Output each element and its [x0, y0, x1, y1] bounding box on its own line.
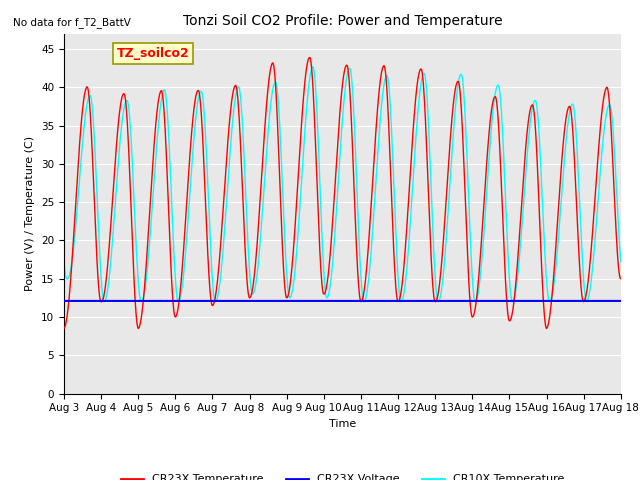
Legend: CR23X Temperature, CR23X Voltage, CR10X Temperature: CR23X Temperature, CR23X Voltage, CR10X …: [116, 470, 568, 480]
X-axis label: Time: Time: [329, 419, 356, 429]
Text: TZ_soilco2: TZ_soilco2: [117, 47, 189, 60]
Text: No data for f_T2_BattV: No data for f_T2_BattV: [13, 17, 131, 28]
Y-axis label: Power (V) / Temperature (C): Power (V) / Temperature (C): [26, 136, 35, 291]
Title: Tonzi Soil CO2 Profile: Power and Temperature: Tonzi Soil CO2 Profile: Power and Temper…: [182, 14, 502, 28]
